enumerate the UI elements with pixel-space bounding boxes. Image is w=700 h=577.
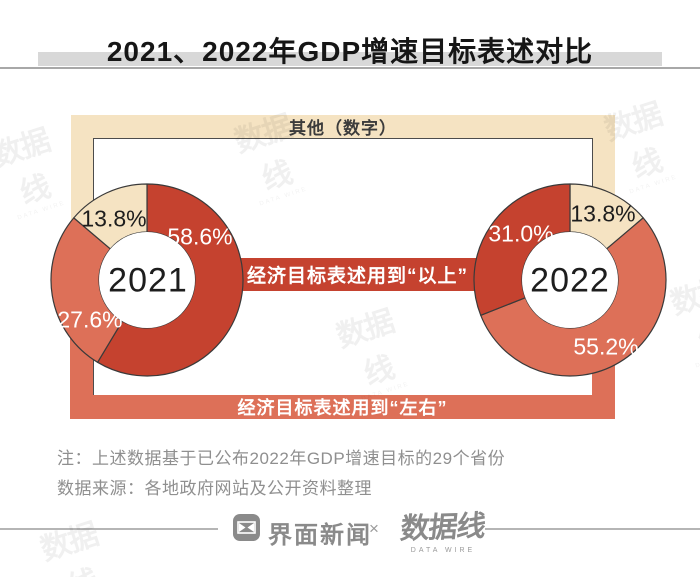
band-other-top: 其他（数字） bbox=[71, 115, 615, 138]
donut-hole-2022 bbox=[522, 232, 618, 328]
band-above: 经济目标表述用到“以上” bbox=[235, 258, 480, 291]
donut-center-label-2021: 2021 bbox=[108, 261, 188, 300]
note-source-line2: 数据来源：各地政府网站及公开资料整理 bbox=[57, 479, 372, 498]
datawire-subtitle: DATA WIRE bbox=[410, 547, 476, 554]
footer-divider-left bbox=[0, 528, 218, 530]
donut-hole-2021 bbox=[99, 232, 195, 328]
donut-2021 bbox=[50, 183, 244, 377]
jiemian-news-icon bbox=[233, 514, 260, 541]
slice-value-label-2022-0: 13.8% bbox=[570, 200, 636, 227]
band-other-label: 其他（数字） bbox=[289, 119, 397, 138]
slice-value-label-2021-1: 27.6% bbox=[57, 306, 123, 333]
title-underline bbox=[0, 67, 700, 69]
donut-center-label-2022: 2022 bbox=[530, 261, 610, 300]
slice-value-label-2021-0: 58.6% bbox=[167, 223, 233, 250]
datawire-logo: 数据线 DATA WIRE bbox=[398, 504, 488, 554]
band-above-label: 经济目标表述用到“以上” bbox=[246, 266, 468, 287]
donut-2022 bbox=[473, 183, 667, 377]
slice-value-label-2021-2: 13.8% bbox=[81, 205, 147, 232]
title-highlight-strip bbox=[38, 52, 662, 66]
note-source-line1: 注：上述数据基于已公布2022年GDP增速目标的29个省份 bbox=[57, 449, 506, 468]
band-around-bottom: 经济目标表述用到“左右” bbox=[70, 395, 615, 419]
band-around-label: 经济目标表述用到“左右” bbox=[237, 398, 448, 418]
footer-separator: × bbox=[369, 519, 379, 538]
jiemian-news-wordmark: 界面新闻 bbox=[268, 522, 372, 549]
slice-value-label-2022-1: 55.2% bbox=[573, 333, 639, 360]
page-title: 2021、2022年GDP增速目标表述对比 bbox=[106, 36, 594, 67]
footer-divider-right bbox=[485, 528, 700, 530]
slice-value-label-2022-2: 31.0% bbox=[488, 220, 554, 247]
